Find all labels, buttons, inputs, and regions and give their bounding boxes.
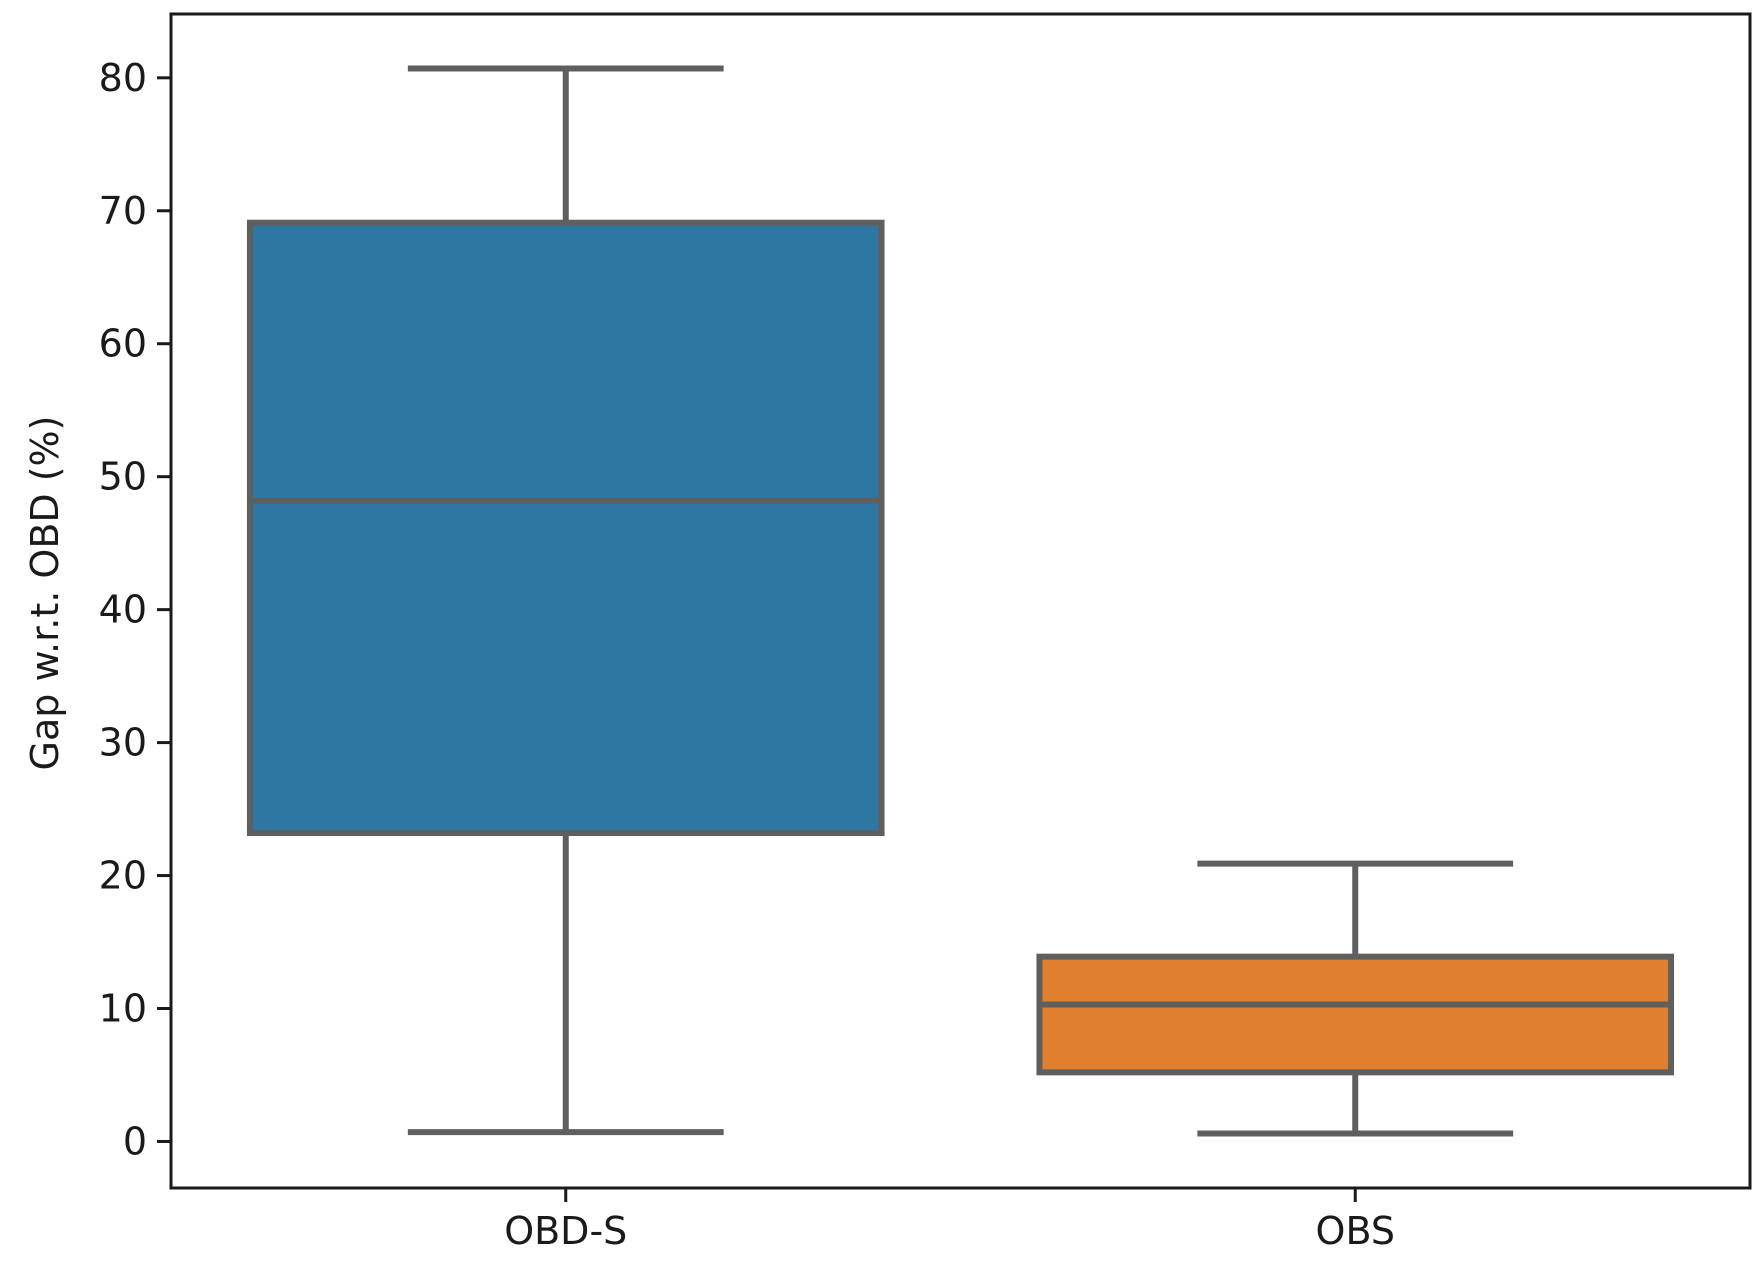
plot-frame bbox=[169, 12, 1752, 1190]
y-tick-label: 0 bbox=[123, 1119, 147, 1163]
y-axis: 0 10 20 30 40 50 60 70 80 bbox=[99, 56, 171, 1163]
y-tick-label: 40 bbox=[99, 588, 147, 632]
box-obs bbox=[1036, 860, 1675, 1137]
y-tick-label: 80 bbox=[99, 56, 147, 100]
x-tick-label: OBD-S bbox=[504, 1209, 627, 1253]
boxes-layer bbox=[246, 65, 1675, 1137]
y-tick-label: 10 bbox=[99, 987, 147, 1031]
x-axis: OBD-S OBS bbox=[504, 1188, 1395, 1253]
box-obd-s bbox=[246, 65, 885, 1136]
y-tick-label: 60 bbox=[99, 322, 147, 366]
y-tick-label: 50 bbox=[99, 455, 147, 499]
iqr-box bbox=[246, 219, 885, 837]
y-axis-label: Gap w.r.t. OBD (%) bbox=[23, 416, 67, 771]
y-tick-label: 20 bbox=[99, 854, 147, 898]
iqr-box bbox=[1036, 953, 1675, 1076]
y-tick-label: 70 bbox=[99, 189, 147, 233]
x-tick-label: OBS bbox=[1316, 1209, 1395, 1253]
y-tick-label: 30 bbox=[99, 721, 147, 765]
